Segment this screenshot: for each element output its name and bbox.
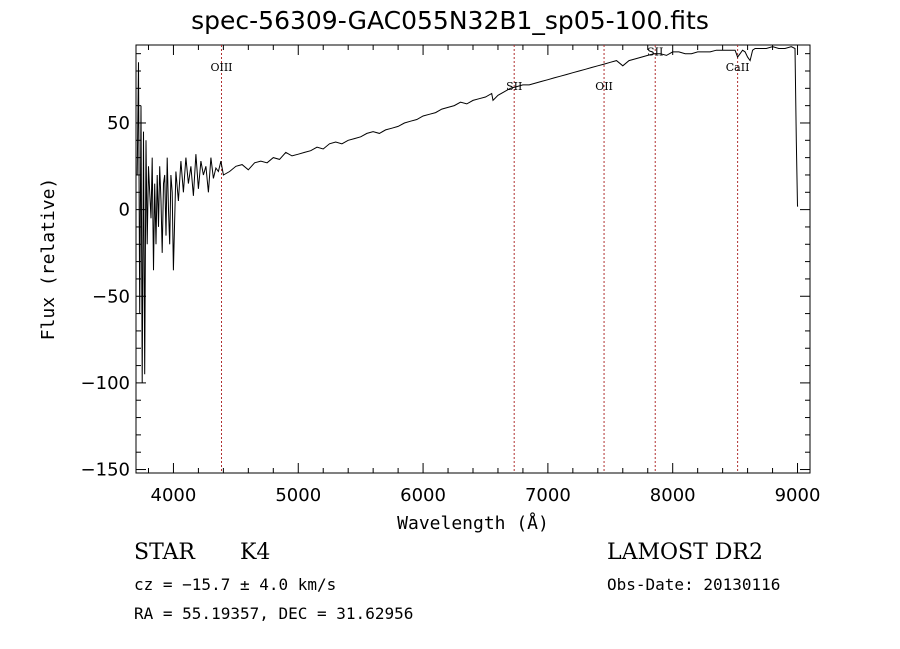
y-tick-label: −150 bbox=[81, 460, 130, 481]
spectrum-line bbox=[136, 46, 799, 383]
object-class: STAR bbox=[134, 540, 195, 565]
x-axis-label: Wavelength (Å) bbox=[397, 512, 549, 534]
obs-date: Obs-Date: 20130116 bbox=[607, 575, 781, 594]
y-tick-label: −100 bbox=[81, 373, 130, 394]
chart-title: spec-56309-GAC055N32B1_sp05-100.fits bbox=[191, 6, 709, 35]
x-tick-label: 9000 bbox=[775, 485, 821, 506]
x-tick-label: 8000 bbox=[650, 485, 696, 506]
spectral-line-label: OIII bbox=[210, 61, 232, 74]
object-subclass: K4 bbox=[240, 540, 271, 565]
coordinates-text: RA = 55.19357, DEC = 31.62956 bbox=[134, 604, 414, 623]
y-tick-label: 0 bbox=[119, 200, 130, 221]
spectral-line-label: SII bbox=[647, 45, 663, 58]
redshift-text: cz = −15.7 ± 4.0 km/s bbox=[134, 575, 337, 594]
x-tick-label: 6000 bbox=[400, 485, 446, 506]
plot-frame bbox=[135, 44, 811, 474]
x-tick-label: 4000 bbox=[151, 485, 197, 506]
x-tick-label: 5000 bbox=[275, 485, 321, 506]
x-tick-label: 7000 bbox=[525, 485, 571, 506]
y-tick-label: −50 bbox=[92, 286, 130, 307]
y-tick-label: 50 bbox=[107, 113, 130, 134]
spectral-line-label: OII bbox=[595, 80, 613, 93]
spectral-line-label: SII bbox=[506, 80, 522, 93]
spectral-line-label: CaII bbox=[726, 61, 750, 74]
y-axis-label: Flux (relative) bbox=[38, 178, 59, 341]
survey-label: LAMOST DR2 bbox=[607, 540, 763, 565]
